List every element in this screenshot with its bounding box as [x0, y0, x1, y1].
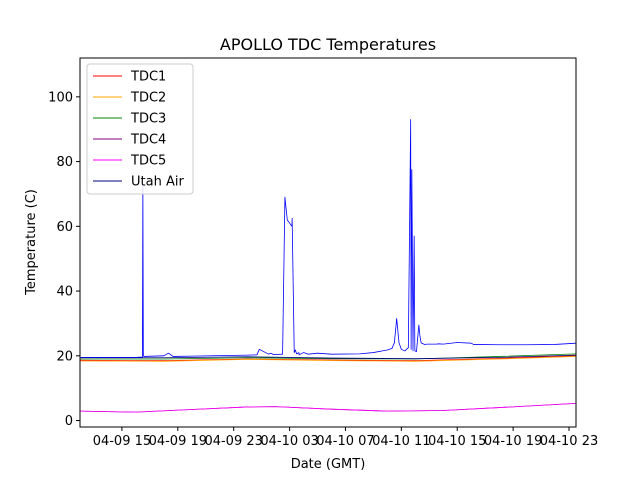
y-axis-label: Temperature (C)	[24, 189, 39, 296]
legend-label: TDC5	[130, 154, 166, 169]
x-tick-label: 04-10 15	[428, 434, 486, 449]
y-tick-label: 100	[48, 90, 73, 105]
series-line-tdc2	[80, 356, 576, 362]
x-tick-label: 04-10 07	[316, 434, 374, 449]
legend-label: Utah Air	[131, 175, 184, 190]
series-line-unlabeled	[80, 119, 576, 358]
y-tick-label: 20	[56, 349, 73, 364]
y-tick-label: 0	[65, 414, 73, 429]
x-tick-label: 04-09 15	[93, 434, 151, 449]
x-tick-label: 04-10 03	[260, 434, 318, 449]
y-axis: 0 20 40 60 80 100	[48, 90, 80, 429]
legend-label: TDC3	[130, 112, 166, 127]
series-line-utah-air	[80, 354, 576, 360]
chart-title: APOLLO TDC Temperatures	[220, 35, 436, 54]
legend-label: TDC1	[130, 70, 166, 85]
legend-label: TDC2	[130, 91, 166, 106]
legend: TDC1 TDC2 TDC3 TDC4 TDC5 Utah Air	[86, 63, 194, 195]
series-line-tdc1	[80, 355, 576, 362]
x-tick-label: 04-09 23	[204, 434, 262, 449]
x-tick-label: 04-09 19	[149, 434, 207, 449]
x-tick-label: 04-10 23	[540, 434, 598, 449]
y-tick-label: 60	[56, 220, 73, 235]
series-layer	[80, 119, 576, 413]
axes-frame	[79, 57, 577, 428]
plot-area	[79, 57, 577, 428]
x-tick-label: 04-10 11	[372, 434, 430, 449]
y-tick-label: 40	[56, 285, 73, 300]
series-line-tdc5	[80, 402, 576, 413]
x-axis-label: Date (GMT)	[291, 457, 366, 472]
legend-label: TDC4	[130, 133, 166, 148]
x-tick-label: 04-10 19	[484, 434, 542, 449]
y-tick-label: 80	[56, 155, 73, 170]
series-line-tdc3	[80, 353, 576, 360]
